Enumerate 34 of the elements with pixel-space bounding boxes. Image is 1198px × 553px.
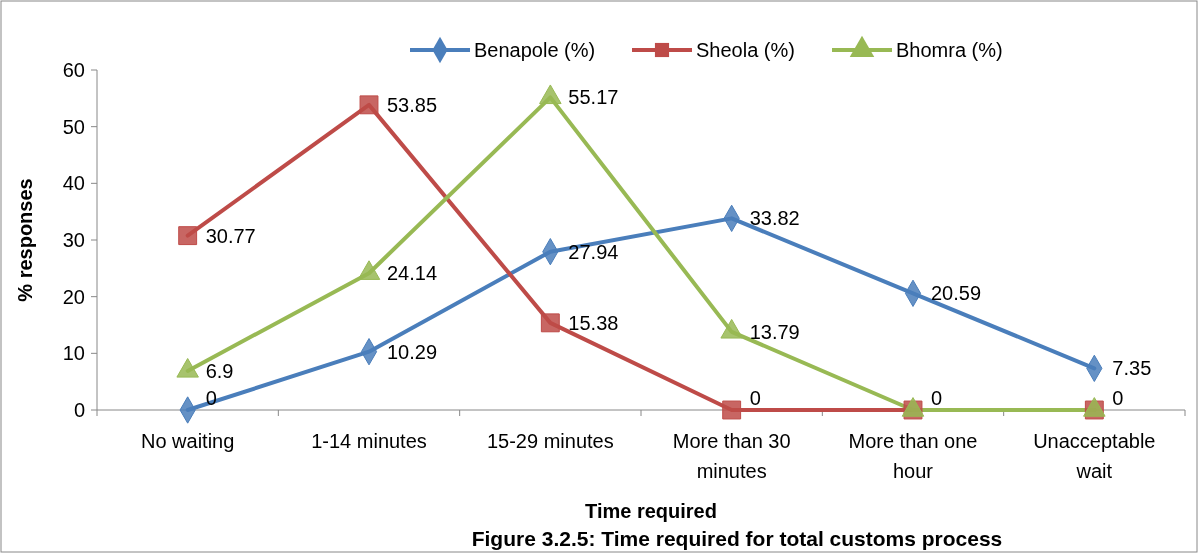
x-tick-label: More than 30 minutes xyxy=(672,430,791,482)
data-label: 27.94 xyxy=(568,240,619,263)
y-tick-label: 20 xyxy=(62,285,85,308)
x-tick-label: 1-14 minutes xyxy=(311,430,427,452)
x-tick-label: No waiting xyxy=(140,430,235,452)
x-tick-label: More than one hour xyxy=(848,430,978,482)
data-label: 13.79 xyxy=(749,320,800,343)
y-axis-title: % responses xyxy=(14,178,36,302)
legend-label: Benapole (%) xyxy=(474,39,596,61)
y-tick-label: 10 xyxy=(62,342,85,365)
x-axis-title: Time required xyxy=(585,500,717,522)
data-label: 33.82 xyxy=(749,207,800,230)
y-tick-label: 50 xyxy=(62,115,85,138)
data-label: 6.9 xyxy=(205,359,234,382)
data-label: 15.38 xyxy=(568,311,619,334)
y-tick-label: 30 xyxy=(62,229,85,251)
data-label: 30.77 xyxy=(205,224,256,247)
data-label: 0 xyxy=(749,387,761,409)
legend-label: Sheola (%) xyxy=(696,39,795,61)
data-label: 7.35 xyxy=(1112,357,1152,380)
data-label: 20.59 xyxy=(931,282,982,305)
data-label: 10.29 xyxy=(387,340,438,363)
data-label: 0 xyxy=(1112,387,1124,409)
y-tick-label: 0 xyxy=(73,399,85,421)
y-tick-label: 60 xyxy=(62,59,85,81)
data-label: 0 xyxy=(931,387,943,409)
x-tick-label: Unacceptable wait xyxy=(1033,430,1156,482)
data-label: 24.14 xyxy=(387,262,438,285)
text: Figure 3.2.5: Time required for total customs process xyxy=(471,527,1003,550)
y-tick-label: 40 xyxy=(62,172,85,195)
legend-label: Bhomra (%) xyxy=(896,39,1003,61)
x-tick-label: 15-29 minutes xyxy=(486,430,614,452)
data-label: 55.17 xyxy=(568,86,619,109)
data-label: 53.85 xyxy=(387,93,438,116)
